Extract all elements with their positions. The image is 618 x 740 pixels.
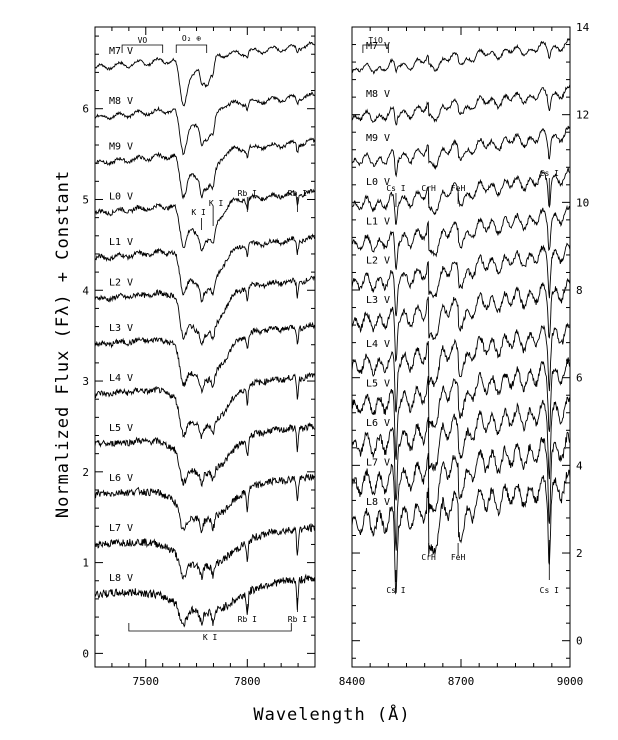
spectrum-line (94, 321, 316, 395)
spectral-type-label: M9 V (109, 142, 133, 153)
y-tick-label: 6 (576, 372, 583, 385)
line-label: Rb I (238, 615, 257, 624)
y-tick-label: 5 (82, 193, 89, 206)
spectral-type-label: L2 V (109, 278, 133, 289)
x-tick-label: 9000 (557, 675, 584, 688)
band-label: O₂ ⊕ (182, 34, 201, 43)
spectrum-line (351, 357, 571, 460)
spectral-type-label: L4 V (109, 373, 133, 384)
band-label: VO (138, 36, 148, 45)
x-tick-label: 7800 (234, 675, 261, 688)
line-label: CrH (421, 184, 436, 193)
spectral-type-label: M7 V (366, 41, 390, 52)
spectral-type-label: M8 V (109, 96, 133, 107)
y-axis-title: Normalized Flux (Fλ) + Constant (53, 170, 73, 518)
y-tick-label: 8 (576, 284, 583, 297)
y-tick-label: 10 (576, 196, 589, 209)
spectral-type-label: L6 V (366, 418, 390, 429)
line-label: K I (209, 199, 224, 208)
spectral-type-label: L4 V (366, 339, 390, 350)
spectral-type-label: L1 V (109, 237, 133, 248)
spectral-type-label: L3 V (366, 295, 390, 306)
band-label: K I (203, 633, 218, 642)
line-label: FeH (451, 184, 466, 193)
x-tick-label: 8700 (448, 675, 475, 688)
y-tick-label: 2 (576, 547, 583, 560)
spectral-type-label: L5 V (109, 423, 133, 434)
spectrum-line (351, 242, 571, 317)
spectral-type-label: L0 V (366, 177, 390, 188)
band-bracket (362, 44, 389, 53)
left-spectra: M7 V M8 V M9 V L0 V L1 V L2 V L3 V L4 V L5 V L6 V… (94, 41, 316, 628)
x-axis-title: Wavelength (Å) (253, 703, 410, 725)
band-bracket (121, 44, 164, 53)
line-label: Cs I (540, 586, 559, 595)
spectral-type-label: L8 V (366, 497, 390, 508)
right-axes: 8400 8700 9000 0 2 4 6 8 10 12 14 (339, 21, 590, 688)
y-tick-label: 4 (576, 459, 583, 472)
y-tick-label: 14 (576, 21, 590, 34)
line-label: Rb I (238, 189, 257, 198)
spectral-type-label: L5 V (366, 378, 390, 389)
spectrum-line (94, 233, 316, 303)
spectrum-line (351, 38, 571, 75)
spectrum-line (351, 322, 571, 413)
spectrum-line (351, 431, 571, 551)
spectrum-line (351, 396, 571, 501)
spectrum-line (351, 277, 571, 363)
spectral-type-label: L2 V (366, 256, 390, 267)
spectrum-line (94, 473, 316, 534)
line-label: Cs I (540, 169, 559, 178)
spectrum-line (94, 91, 316, 156)
band-bracket (128, 623, 292, 632)
spectral-type-label: L3 V (109, 323, 133, 334)
spectral-type-label: L8 V (109, 573, 133, 584)
x-tick-label: 7500 (133, 675, 160, 688)
line-label: Cs I (386, 184, 405, 193)
spectrum-line (94, 137, 316, 200)
spectrum-line (94, 372, 316, 439)
spectrum-line (351, 469, 571, 595)
line-label: Rb I (288, 615, 307, 624)
spectrum-line (94, 275, 316, 347)
line-label: Cs I (386, 586, 405, 595)
line-label: K I (191, 208, 206, 217)
line-label: Rb I (288, 189, 307, 198)
spectral-type-label: L7 V (366, 457, 390, 468)
spectrum-line (94, 41, 316, 107)
spectral-type-label: M8 V (366, 89, 390, 100)
y-tick-label: 12 (576, 109, 589, 122)
y-tick-label: 4 (82, 284, 89, 297)
spectrum-line (351, 204, 571, 270)
spectrum-line (94, 523, 316, 581)
left-axes: 7500 7800 0 1 2 3 4 5 6 (82, 27, 316, 688)
spectrum-line (94, 188, 316, 252)
right-spectra: M7 V M8 V M9 V L0 V L1 V L2 V L3 V L4 V L5 V L6 V… (351, 38, 571, 595)
y-tick-label: 2 (82, 466, 89, 479)
band-bracket (175, 44, 208, 53)
spectral-type-label: L7 V (109, 523, 133, 534)
spectral-type-label: L0 V (109, 191, 133, 202)
spectrum-line (351, 167, 571, 225)
line-label: CrH (421, 553, 436, 562)
spectrum-line (351, 84, 571, 126)
y-tick-label: 0 (576, 635, 583, 648)
line-label: FeH (451, 553, 466, 562)
spectral-type-label: L1 V (366, 216, 390, 227)
spectrum-line (94, 573, 316, 628)
spectrum-line (351, 125, 571, 178)
band-label: TiO (368, 36, 383, 45)
y-tick-label: 6 (82, 103, 89, 116)
y-tick-label: 1 (82, 557, 89, 570)
y-tick-label: 0 (82, 647, 89, 660)
x-tick-label: 8400 (339, 675, 366, 688)
spectral-type-label: M7 V (109, 46, 133, 57)
spectral-type-label: L6 V (109, 473, 133, 484)
left-panel-frame (94, 26, 316, 668)
y-tick-label: 3 (82, 375, 89, 388)
spectrum-line (94, 422, 316, 488)
spectral-type-label: M9 V (366, 133, 390, 144)
